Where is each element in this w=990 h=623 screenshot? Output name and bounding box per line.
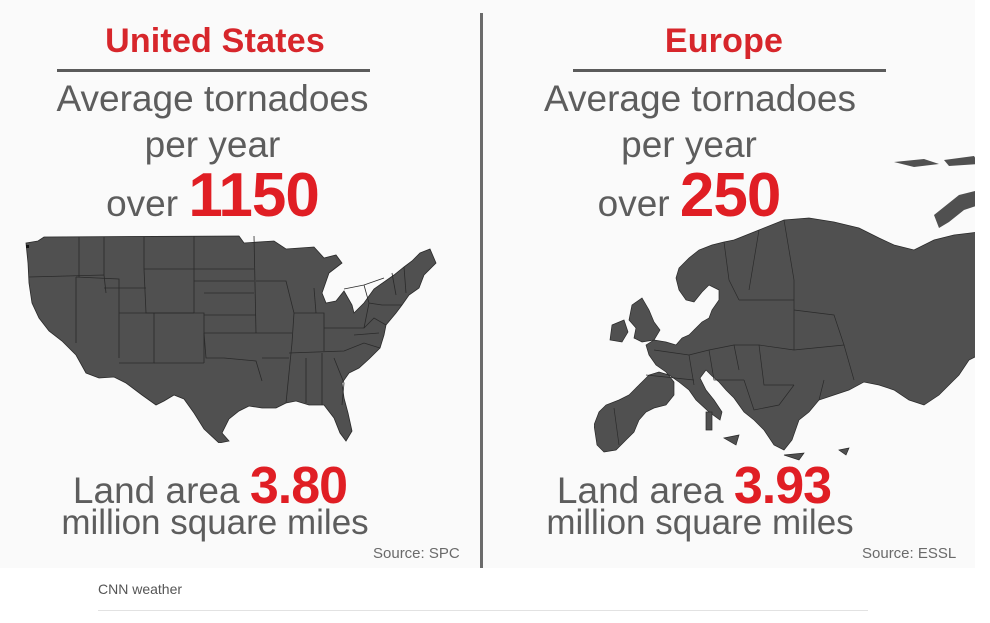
- europe-panel: Europe Average tornadoes per year over 2…: [484, 0, 990, 568]
- europe-title-underline: [573, 69, 886, 72]
- image-caption: CNN weather: [98, 581, 183, 597]
- panel-divider: [480, 13, 483, 568]
- us-area-value: 3.80: [249, 457, 348, 515]
- us-headline-line2: per year: [144, 124, 281, 165]
- europe-over-label: over: [597, 183, 670, 224]
- caption-divider: [98, 610, 868, 611]
- europe-area-label: Land area: [556, 470, 724, 511]
- right-edge-margin: [975, 0, 990, 568]
- us-headline-line1: Average tornadoes: [56, 78, 369, 119]
- europe-area-unit: million square miles: [546, 503, 854, 542]
- tornado-comparison-graphic: United States Average tornadoes per year…: [0, 0, 990, 568]
- us-region-title: United States: [105, 22, 325, 60]
- us-panel: United States Average tornadoes per year…: [0, 0, 480, 568]
- us-count-line: over 1150: [0, 160, 425, 231]
- us-area-line: Land area 3.80: [0, 456, 420, 516]
- us-source: Source: SPC: [373, 545, 460, 562]
- europe-tornado-count: 250: [679, 161, 781, 230]
- us-states-map-icon: [25, 235, 437, 443]
- europe-source: Source: ESSL: [862, 545, 957, 562]
- us-over-label: over: [106, 183, 179, 224]
- europe-countries-map-icon: [594, 156, 979, 461]
- us-area-label: Land area: [72, 470, 240, 511]
- europe-count-line: over 250: [484, 160, 894, 231]
- europe-headline-line2: per year: [621, 124, 757, 165]
- europe-area-line: Land area 3.93: [484, 456, 904, 516]
- europe-area-value: 3.93: [733, 457, 832, 515]
- us-title-underline: [57, 69, 370, 72]
- us-tornado-count: 1150: [188, 161, 320, 230]
- europe-region-title: Europe: [664, 22, 784, 60]
- europe-headline-line1: Average tornadoes: [544, 78, 856, 119]
- us-area-unit: million square miles: [61, 503, 369, 542]
